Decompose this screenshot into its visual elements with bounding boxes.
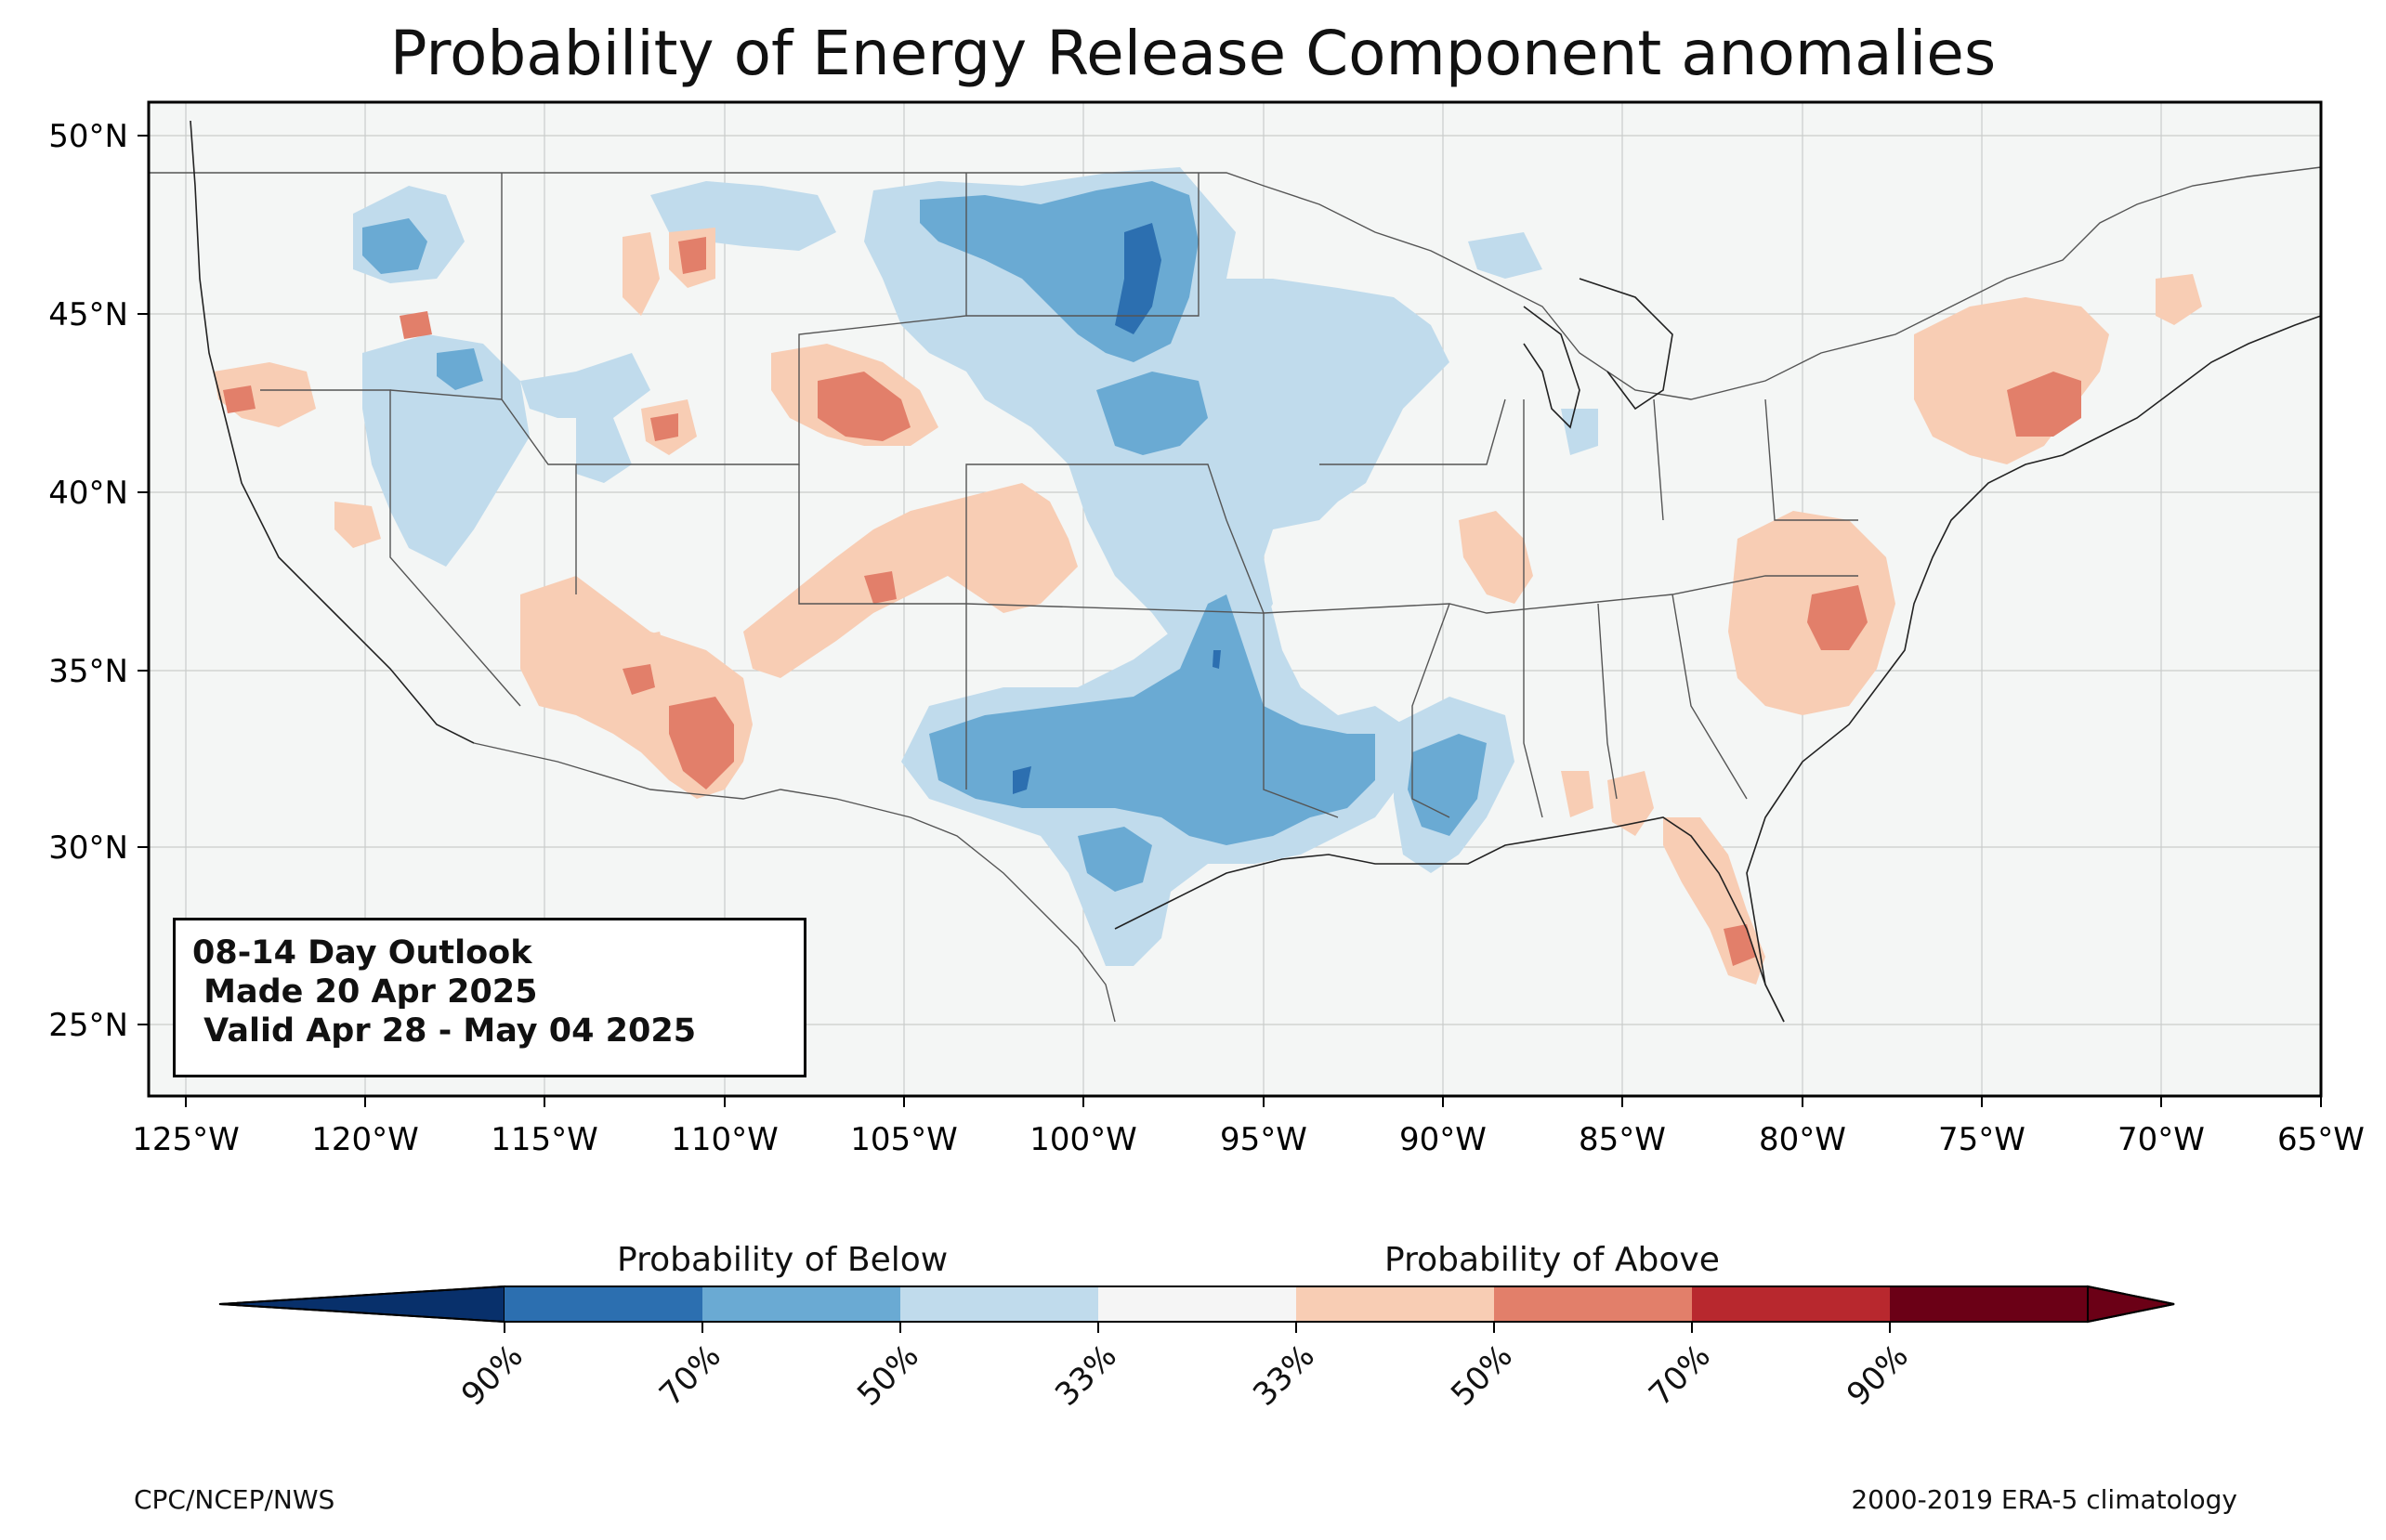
colorbar-swatch-below-70 bbox=[702, 1286, 900, 1322]
region-below-33-great-basin bbox=[362, 334, 530, 567]
region-above-50-arizona bbox=[669, 697, 734, 790]
outlook-made-date: Made 20 Apr 2025 bbox=[192, 973, 538, 1011]
region-below-50-idaho bbox=[362, 218, 427, 274]
colorbar-swatch-above-50 bbox=[1494, 1286, 1692, 1322]
credit-left: CPC/NCEP/NWS bbox=[134, 1484, 335, 1515]
lon-label-115: 115°W bbox=[491, 1121, 598, 1158]
region-below-33-utah bbox=[576, 418, 632, 483]
map-title: Probability of Energy Release Component … bbox=[389, 18, 1997, 89]
lat-label-25: 25°N bbox=[48, 1007, 128, 1044]
tick-marks bbox=[138, 135, 2322, 1107]
lon-label-85: 85°W bbox=[1579, 1121, 1666, 1158]
lon-label-120: 120°W bbox=[311, 1121, 419, 1158]
lon-label-95: 95°W bbox=[1220, 1121, 1307, 1158]
lon-label-110: 110°W bbox=[671, 1121, 779, 1158]
latitude-labels: 50°N 45°N 40°N 35°N 30°N 25°N bbox=[48, 118, 128, 1044]
lat-label-45: 45°N bbox=[48, 296, 128, 333]
lat-label-40: 40°N bbox=[48, 475, 128, 512]
region-below-70-oklahoma bbox=[1213, 650, 1221, 669]
colorbar-extend-high bbox=[2087, 1285, 2175, 1324]
colorbar bbox=[218, 1285, 2175, 1333]
region-below-50-dakota bbox=[1096, 372, 1208, 455]
colorbar-swatch-below-90 bbox=[505, 1286, 702, 1322]
region-above-33-ohio-valley bbox=[1459, 511, 1533, 604]
region-above-50-utah bbox=[650, 413, 678, 441]
region-below-33-great-lakes bbox=[1468, 232, 1542, 279]
lon-label-105: 105°W bbox=[850, 1121, 958, 1158]
colorbar-swatch-below-50 bbox=[900, 1286, 1098, 1322]
above-normal-regions bbox=[214, 228, 2202, 985]
colorbar-swatch-normal bbox=[1098, 1286, 1296, 1322]
lon-label-75: 75°W bbox=[1938, 1121, 2025, 1158]
region-above-33-maine bbox=[2156, 274, 2202, 325]
map-frame bbox=[147, 100, 2323, 1098]
region-above-50-colorado bbox=[864, 571, 897, 604]
lon-label-100: 100°W bbox=[1029, 1121, 1137, 1158]
outlook-valid-range: Valid Apr 28 - May 04 2025 bbox=[192, 1012, 697, 1050]
boundaries bbox=[149, 166, 2322, 1023]
region-above-33-georgia bbox=[1561, 771, 1593, 817]
colorbar-extend-low bbox=[218, 1285, 505, 1324]
region-below-70-texas bbox=[1013, 766, 1031, 794]
region-below-70-minnesota bbox=[1115, 223, 1161, 334]
region-below-50-texas-south bbox=[1078, 827, 1152, 892]
region-below-50-louisiana bbox=[1408, 734, 1487, 836]
region-above-50-northeast bbox=[2007, 372, 2081, 437]
region-above-50-nm bbox=[623, 664, 655, 695]
lat-label-35: 35°N bbox=[48, 653, 128, 690]
outlook-info-box: 08-14 Day Outlook Made 20 Apr 2025 Valid… bbox=[173, 918, 806, 1077]
region-below-50-oregon bbox=[437, 348, 483, 390]
lat-label-30: 30°N bbox=[48, 829, 128, 867]
lon-label-80: 80°W bbox=[1759, 1121, 1846, 1158]
region-above-50-wyoming bbox=[818, 372, 911, 441]
legend-below-label: Probability of Below bbox=[617, 1241, 949, 1279]
credit-right: 2000-2019 ERA-5 climatology bbox=[1851, 1484, 2237, 1515]
region-above-33-nevada bbox=[334, 502, 381, 548]
region-above-50-virginia bbox=[1807, 585, 1868, 650]
outlook-period: 08-14 Day Outlook bbox=[192, 934, 532, 972]
region-above-33-montana bbox=[623, 232, 660, 316]
region-above-50-oregon bbox=[400, 311, 432, 339]
colorbar-swatch-above-33 bbox=[1296, 1286, 1494, 1322]
colorbar-swatch-above-70 bbox=[1692, 1286, 1890, 1322]
legend-above-label: Probability of Above bbox=[1384, 1241, 1720, 1279]
colorbar-swatch-above-90 bbox=[1890, 1286, 2088, 1322]
lon-label-70: 70°W bbox=[2117, 1121, 2205, 1158]
lon-label-65: 65°W bbox=[2277, 1121, 2365, 1158]
lat-label-50: 50°N bbox=[48, 118, 128, 155]
longitude-labels: 125°W 120°W 115°W 110°W 105°W 100°W 95°W… bbox=[132, 1121, 2365, 1158]
region-above-33-alabama bbox=[1607, 771, 1654, 836]
region-above-50-california bbox=[223, 385, 256, 413]
region-below-33-michigan bbox=[1561, 409, 1598, 455]
region-above-50-idaho bbox=[678, 237, 706, 274]
region-above-33-colorado bbox=[743, 483, 1078, 678]
lon-label-125: 125°W bbox=[132, 1121, 240, 1158]
coastlines bbox=[190, 120, 2322, 1023]
region-below-33-wyoming bbox=[520, 353, 650, 418]
lon-label-90: 90°W bbox=[1399, 1121, 1487, 1158]
